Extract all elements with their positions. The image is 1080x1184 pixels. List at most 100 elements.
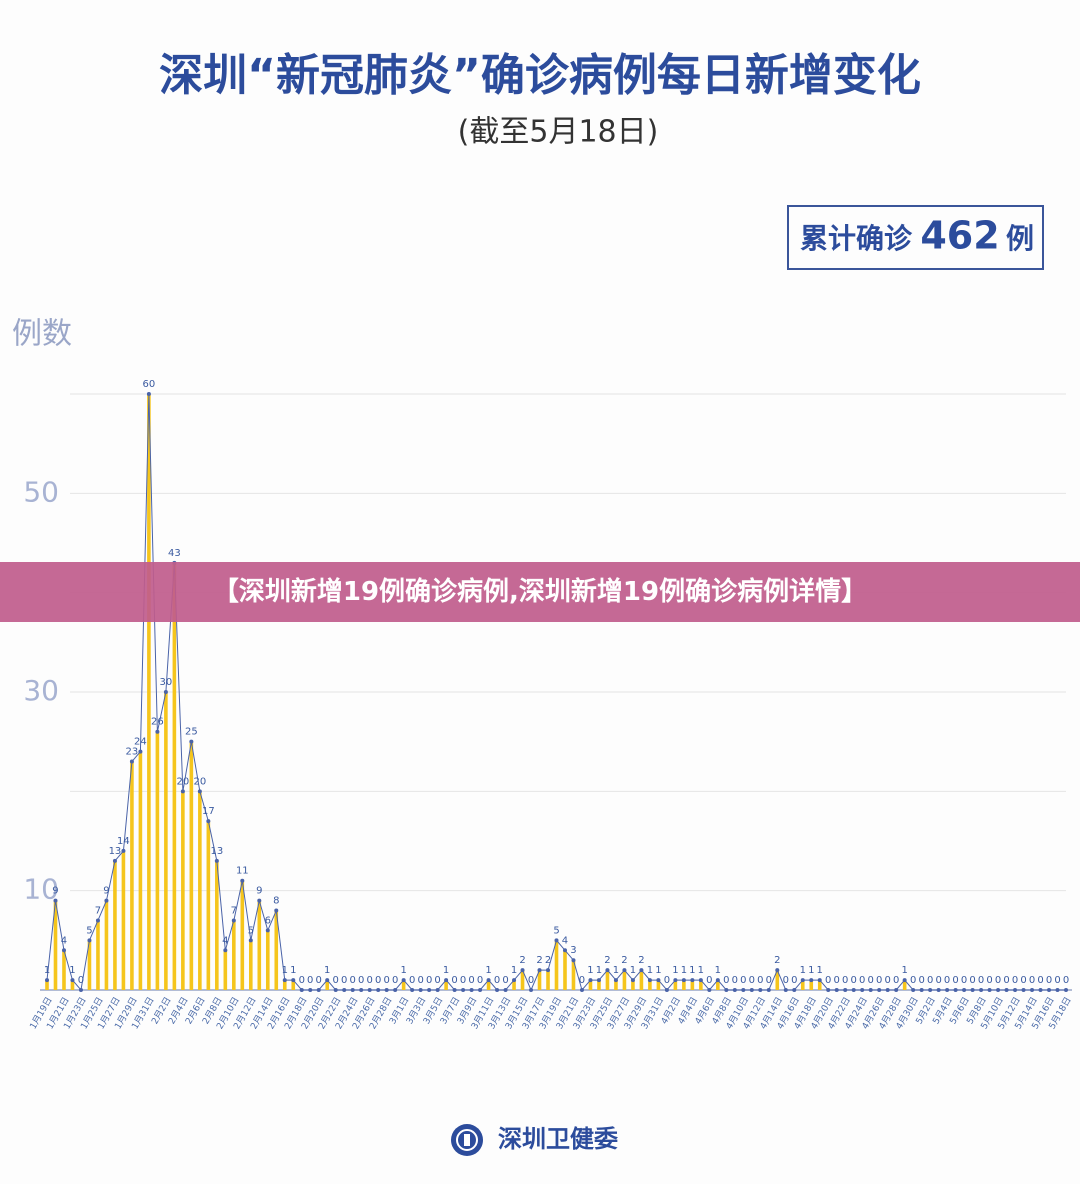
- point: [61, 948, 66, 953]
- data-label: 2: [604, 955, 610, 966]
- point: [316, 988, 321, 992]
- bar: [130, 761, 134, 990]
- point: [758, 988, 763, 992]
- bar: [800, 980, 805, 990]
- data-label: 0: [460, 975, 466, 986]
- data-label: 0: [783, 975, 789, 986]
- point: [588, 978, 593, 983]
- data-label: 0: [757, 975, 763, 986]
- data-label: 0: [477, 975, 483, 986]
- point: [444, 978, 449, 983]
- point: [486, 978, 491, 983]
- bar: [775, 970, 780, 990]
- bar: [113, 860, 117, 990]
- bar: [682, 980, 686, 990]
- point: [1004, 988, 1009, 992]
- point: [206, 819, 211, 824]
- data-label: 0: [494, 975, 500, 986]
- bar: [282, 980, 287, 990]
- data-label: 0: [851, 975, 857, 986]
- bar: [512, 980, 516, 990]
- point: [427, 988, 432, 992]
- point: [877, 988, 882, 992]
- bar: [817, 980, 822, 990]
- data-label: 0: [910, 975, 916, 986]
- point: [520, 968, 525, 973]
- point: [121, 848, 126, 853]
- data-label: 1: [901, 965, 907, 976]
- data-label: 0: [706, 975, 712, 986]
- point: [979, 988, 984, 992]
- data-label: 0: [358, 975, 364, 986]
- point: [690, 978, 695, 983]
- point: [248, 938, 253, 943]
- bar: [673, 980, 678, 990]
- point: [129, 759, 134, 764]
- data-label: 0: [986, 975, 992, 986]
- y-axis-label: 例数: [12, 317, 72, 352]
- bar: [45, 980, 49, 990]
- source: 深圳卫健委: [498, 1125, 618, 1153]
- point: [155, 729, 160, 734]
- bar: [223, 950, 228, 990]
- data-label: 9: [103, 886, 109, 897]
- data-label: 5: [248, 925, 254, 936]
- point: [410, 988, 415, 992]
- point: [1055, 988, 1060, 992]
- data-label: 0: [969, 975, 975, 986]
- point: [146, 392, 151, 396]
- point: [95, 918, 100, 923]
- total-label: 累计确诊: [800, 222, 913, 255]
- point: [138, 749, 143, 754]
- point: [350, 988, 355, 992]
- bar: [206, 821, 211, 990]
- point: [435, 988, 440, 992]
- data-label: 0: [825, 975, 831, 986]
- data-label: 0: [375, 975, 381, 986]
- point: [418, 988, 423, 992]
- bar: [809, 980, 814, 990]
- bar: [699, 980, 703, 990]
- data-label: 0: [952, 975, 958, 986]
- bar: [546, 970, 550, 990]
- point: [78, 988, 83, 992]
- point: [741, 988, 746, 992]
- bar: [155, 731, 160, 990]
- data-label: 0: [366, 975, 372, 986]
- bar: [614, 980, 618, 990]
- point: [851, 988, 856, 992]
- point: [681, 978, 686, 983]
- point: [800, 978, 805, 983]
- point: [783, 988, 788, 992]
- bar: [121, 850, 126, 990]
- bar: [198, 791, 202, 990]
- point: [775, 968, 780, 973]
- bar: [325, 980, 330, 990]
- bar: [181, 791, 185, 990]
- data-label: 0: [350, 975, 356, 986]
- point: [478, 988, 483, 992]
- data-label: 0: [1020, 975, 1026, 986]
- data-label: 20: [176, 776, 189, 787]
- point: [240, 878, 245, 883]
- point: [325, 978, 330, 983]
- point: [274, 908, 279, 913]
- point: [605, 968, 610, 973]
- point: [894, 988, 899, 992]
- point: [70, 978, 75, 983]
- bar: [486, 980, 491, 990]
- point: [1038, 988, 1043, 992]
- data-label: 0: [842, 975, 848, 986]
- data-label: 0: [749, 975, 755, 986]
- point: [928, 988, 933, 992]
- point: [257, 898, 262, 903]
- bar: [215, 860, 219, 990]
- point: [546, 968, 551, 973]
- total-box: [787, 205, 1044, 270]
- point: [622, 968, 627, 973]
- point: [562, 948, 567, 953]
- y-tick-label: 30: [23, 674, 59, 707]
- data-label: 0: [859, 975, 865, 986]
- bar: [571, 960, 576, 990]
